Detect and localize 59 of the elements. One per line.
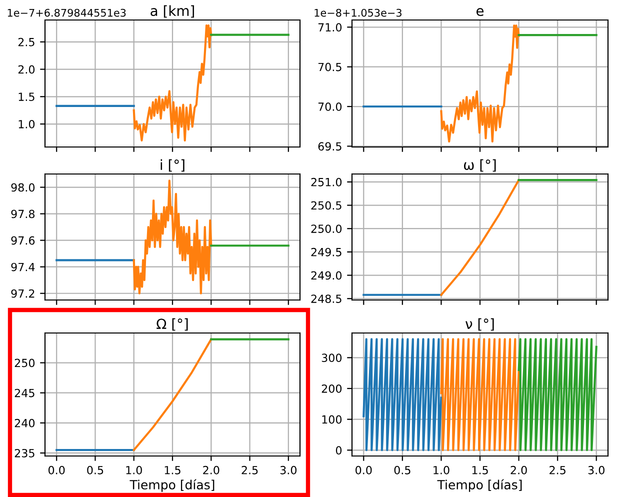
chart-title: ν [°] (466, 318, 494, 331)
chart-title: e (476, 8, 484, 16)
x-tick-label: 0.0 (48, 466, 65, 474)
y-tick-label: 0 (336, 446, 342, 455)
x-tick-label: 0.0 (356, 466, 372, 474)
y-tick-label: 249.0 (311, 271, 342, 280)
y-tick-label: 100 (322, 415, 342, 424)
line-series (132, 338, 212, 452)
y-tick-label: 69.5 (318, 142, 342, 151)
line-series (518, 338, 598, 452)
x-tick-label: 1.5 (164, 466, 180, 474)
y-tick-label: 1.0 (18, 120, 35, 128)
y-tick-label: 2.0 (18, 65, 35, 74)
y-tick-label: 300 (322, 354, 342, 362)
x-tick-label: 1.0 (126, 466, 142, 474)
y-tick-label: 1.5 (18, 92, 34, 102)
y-tick-label: 97.4 (11, 262, 35, 272)
y-tick-label: 97.8 (11, 210, 35, 218)
y-tick-label: 97.2 (11, 289, 34, 298)
x-tick-label: 3.0 (280, 466, 297, 474)
chart-title: a [km] (150, 5, 194, 18)
x-tick-label: 2.0 (203, 466, 220, 474)
line-series (132, 180, 212, 294)
line-series (440, 179, 520, 296)
y-tick-label: 70.5 (318, 62, 342, 72)
chart-title: ω [°] (464, 159, 496, 172)
chart-title: Ω [°] (156, 318, 188, 331)
y-tick-label: 250.5 (311, 201, 342, 210)
x-tick-label: 0.5 (87, 466, 104, 474)
y-tick-label: 249.5 (311, 248, 342, 256)
y-tick-label: 250.0 (311, 224, 342, 233)
x-axis-title: Tiempo [días] (437, 479, 522, 492)
y-tick-label: 200 (322, 384, 342, 393)
x-tick-label: 2.5 (242, 466, 258, 474)
x-tick-label: 3.0 (588, 466, 604, 474)
y-tick-label: 248.5 (311, 294, 342, 303)
text: 1e−8+1.053e−3 (314, 8, 402, 17)
y-tick-label: 71.0 (318, 23, 342, 32)
y-tick-label: 97.6 (11, 236, 35, 245)
x-tick-label: 0.5 (394, 466, 410, 474)
y-tick-label: 70.0 (318, 102, 342, 111)
y-tick-label: 98.0 (11, 183, 35, 192)
line-series (362, 338, 442, 452)
line-series (440, 24, 520, 142)
y-tick-label: 245 (14, 388, 34, 398)
line-series (440, 338, 520, 452)
y-tick-label: 240 (14, 418, 35, 428)
line-series (132, 24, 212, 142)
x-tick-label: 2.0 (510, 466, 527, 474)
y-tick-label: 250 (14, 358, 35, 368)
chart-title: i [°] (160, 159, 184, 172)
y-tick-label: 2.5 (18, 38, 34, 46)
text: 1e−7+6.879844551e3 (8, 8, 126, 17)
x-axis-title: Tiempo [días] (130, 479, 214, 492)
y-tick-label: 251.0 (311, 178, 342, 186)
x-tick-label: 1.0 (434, 466, 450, 474)
x-tick-label: 1.5 (472, 466, 488, 474)
x-tick-label: 2.5 (550, 466, 566, 474)
y-tick-label: 235 (14, 448, 34, 458)
